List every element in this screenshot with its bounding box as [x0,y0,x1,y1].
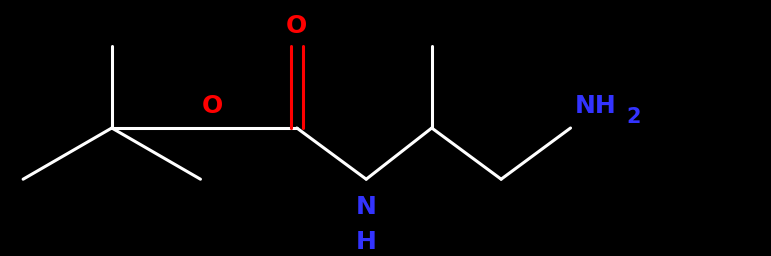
Text: 2: 2 [626,107,641,127]
Text: NH: NH [574,94,616,118]
Text: O: O [286,14,308,38]
Text: N: N [355,195,377,219]
Text: O: O [201,94,223,118]
Text: H: H [355,230,377,254]
